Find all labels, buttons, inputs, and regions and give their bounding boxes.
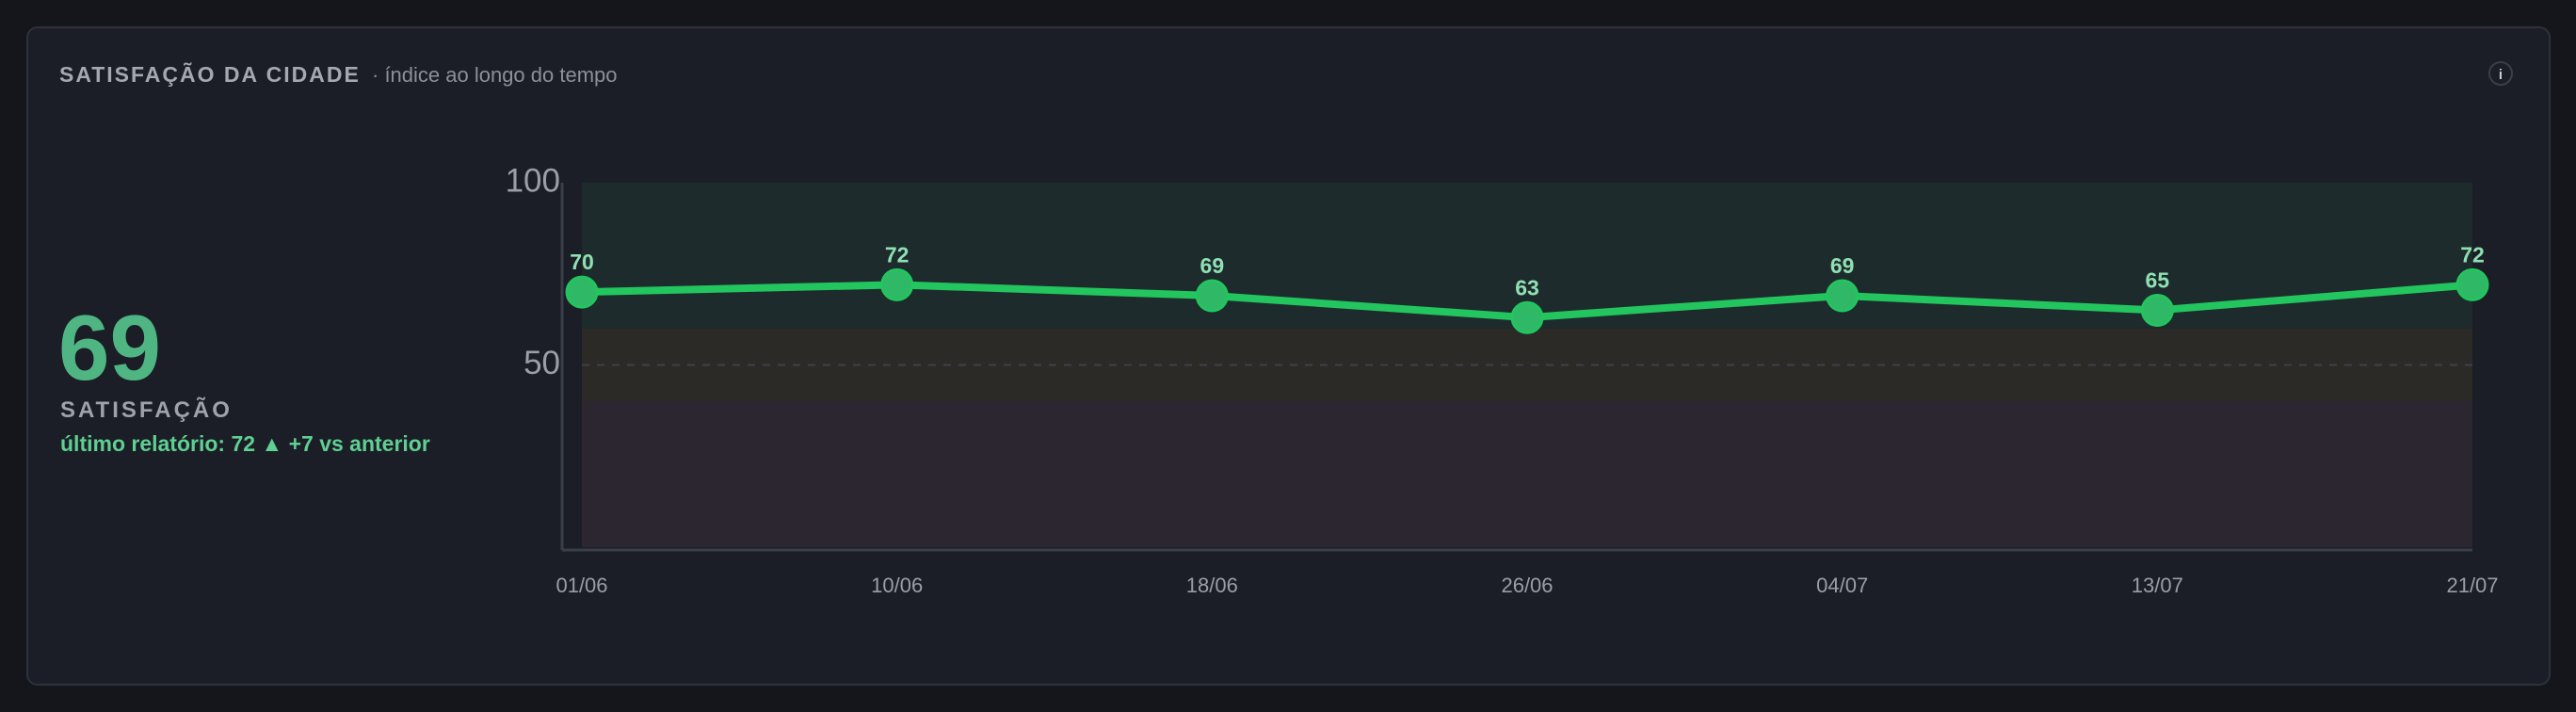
data-label: 70 <box>570 250 594 274</box>
x-tick-label: 04/07 <box>1816 574 1868 597</box>
data-label: 69 <box>1830 253 1855 278</box>
y-tick-label: 100 <box>506 162 560 199</box>
x-tick-label: 21/07 <box>2446 574 2498 597</box>
info-button[interactable]: i <box>2488 61 2513 86</box>
data-point <box>565 275 599 309</box>
kpi-value: 69 <box>58 296 162 399</box>
band <box>582 401 2472 547</box>
data-point <box>880 267 914 301</box>
x-tick-label: 10/06 <box>871 574 923 597</box>
data-label: 65 <box>2146 268 2170 293</box>
y-tick-label: 50 <box>523 345 560 381</box>
card-subtitle: · índice ao longo do tempo <box>372 63 618 87</box>
data-point <box>2140 293 2174 327</box>
x-tick-label: 26/06 <box>1501 574 1553 597</box>
band <box>582 328 2472 402</box>
kpi-note: último relatório: 72 ▲ +7 vs anterior <box>60 431 430 456</box>
data-point <box>1510 300 1544 334</box>
data-point <box>2455 267 2489 301</box>
data-point <box>1826 279 1860 313</box>
data-label: 72 <box>2460 242 2485 267</box>
kpi-label: SATISFAÇÃO <box>60 397 233 423</box>
data-label: 72 <box>885 242 910 267</box>
data-point <box>1195 279 1229 313</box>
card-title: SATISFAÇÃO DA CIDADE <box>59 62 361 87</box>
x-tick-label: 13/07 <box>2132 574 2183 597</box>
x-tick-label: 01/06 <box>555 574 607 597</box>
data-label: 63 <box>1515 275 1539 299</box>
data-label: 69 <box>1200 253 1225 278</box>
x-tick-label: 18/06 <box>1186 574 1238 597</box>
